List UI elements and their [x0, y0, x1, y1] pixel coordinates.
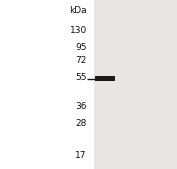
Text: 95: 95 — [75, 43, 87, 52]
Text: 17: 17 — [75, 151, 87, 160]
Text: kDa: kDa — [69, 6, 87, 15]
Bar — [95, 76, 115, 81]
Text: 72: 72 — [75, 56, 87, 65]
Text: 36: 36 — [75, 102, 87, 111]
Text: 130: 130 — [70, 26, 87, 35]
Text: 28: 28 — [75, 119, 87, 128]
Text: 55: 55 — [75, 73, 87, 82]
Bar — [94, 0, 177, 169]
